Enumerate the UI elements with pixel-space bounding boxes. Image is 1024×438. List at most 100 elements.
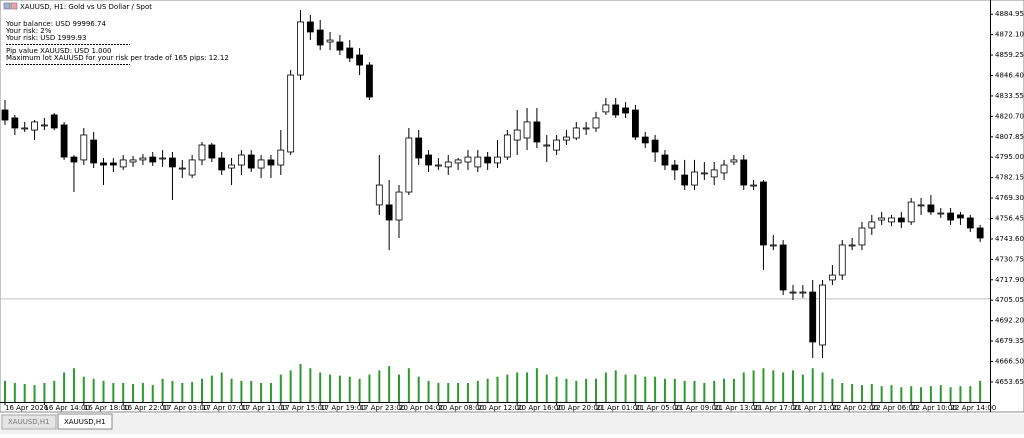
volume-bar (447, 383, 450, 402)
y-tick-label: 4769.30 (995, 194, 1024, 202)
candle-body (277, 149, 285, 166)
y-tick-label: 4730.75 (995, 255, 1024, 263)
candle-body (425, 154, 432, 166)
tab-active[interactable] (57, 413, 113, 430)
candle-body (474, 156, 482, 168)
candle-body (237, 154, 245, 166)
y-tick-label: 4705.05 (995, 296, 1024, 304)
volume-bar (486, 378, 489, 402)
tab-label[interactable]: XAUUSD,H1 (8, 418, 50, 426)
volume-bar (860, 385, 863, 402)
candle-body (178, 167, 186, 170)
candle-body (809, 291, 817, 343)
volume-bar (13, 383, 16, 402)
x-tick-label: 17 Apr 03:00 (163, 404, 209, 412)
candle-body (385, 204, 393, 221)
candle-body (257, 159, 265, 169)
candle-body (464, 156, 472, 163)
volume-bar (260, 383, 263, 402)
y-tick-label: 4846.40 (995, 72, 1024, 80)
candle-body (149, 156, 157, 163)
volume-bar (82, 376, 85, 402)
volume-bar (398, 374, 400, 402)
volume-bar (890, 385, 893, 402)
candle-body (789, 291, 797, 294)
x-tick-label: 22 Apr 06:00 (872, 404, 918, 412)
candle-body (1, 109, 9, 121)
volume-bar (663, 378, 666, 402)
candle-body (494, 156, 501, 164)
volume-bar (368, 374, 371, 402)
volume-bar (880, 386, 883, 402)
candle-body (356, 54, 364, 66)
candle-body (543, 144, 551, 147)
y-tick-label: 4859.25 (995, 51, 1024, 59)
volume-bar (683, 380, 686, 402)
volume-bar (723, 378, 726, 402)
y-tick-label: 4782.15 (995, 174, 1024, 182)
candle-body (671, 164, 679, 171)
volume-bar (644, 376, 647, 402)
x-tick-label: 21 Apr 01:00 (596, 404, 642, 412)
candle-body (109, 162, 117, 166)
candle-body (228, 164, 235, 169)
candle-body (100, 162, 107, 166)
candle-body (632, 109, 639, 138)
candle-body (769, 244, 777, 247)
x-tick-label: 20 Apr 20:00 (557, 404, 603, 412)
tab[interactable] (1, 414, 57, 430)
info-line: Maximum lot XAUUSD for your risk per tra… (6, 54, 229, 62)
candle-body (375, 184, 383, 206)
x-tick-label: 21 Apr 21:00 (793, 404, 839, 412)
candle-body (622, 107, 629, 114)
info-line: Your balance: USD 99996.74 (5, 20, 106, 28)
candle-body (868, 221, 876, 229)
candle-body (917, 204, 925, 207)
y-tick-label: 4756.45 (995, 215, 1024, 223)
volume-bar (703, 383, 706, 402)
volume-bar (949, 387, 952, 402)
candle-body (159, 157, 167, 160)
volume-bar (220, 372, 223, 402)
candle-body (799, 291, 807, 294)
candle-body (119, 159, 127, 168)
tab-label[interactable]: XAUUSD,H1 (64, 418, 106, 426)
volume-bar (319, 372, 322, 402)
candle-body (326, 39, 334, 43)
chart-frame (0, 0, 1024, 413)
volume-bar (289, 370, 292, 402)
candle-body (208, 144, 216, 159)
volume-bar (841, 383, 844, 402)
volume-bar (575, 380, 578, 402)
candle-body (681, 174, 689, 186)
candle-body (513, 129, 521, 141)
candle-body (730, 159, 738, 163)
candle-body (858, 227, 866, 246)
x-tick-label: 22 Apr 02:00 (832, 404, 878, 412)
x-tick-label: 17 Apr 07:00 (202, 404, 248, 412)
volume-bar (388, 366, 391, 402)
x-tick-label: 21 Apr 05:00 (635, 404, 681, 412)
volume-bar (122, 383, 125, 402)
info-line: Your risk: USD 1999.93 (5, 34, 86, 42)
candle-body (336, 41, 344, 51)
volume-bar (900, 387, 903, 402)
x-tick-label: 20 Apr 04:00 (399, 404, 445, 412)
candle-body (405, 137, 413, 193)
volume-bar (782, 372, 785, 402)
volume-bar (713, 380, 716, 402)
volume-bar (457, 383, 460, 402)
candle-body (740, 159, 748, 186)
candle-body (503, 134, 511, 158)
volume-bar (762, 368, 765, 402)
candle-body (533, 121, 541, 143)
volume-bar (624, 374, 627, 402)
volume-bar (299, 364, 302, 402)
candle-body (70, 156, 78, 163)
candle-body (90, 139, 98, 164)
volume-bar (279, 374, 282, 402)
candle-body (947, 212, 954, 221)
volume-bar (201, 378, 203, 402)
volume-bar (496, 376, 499, 402)
